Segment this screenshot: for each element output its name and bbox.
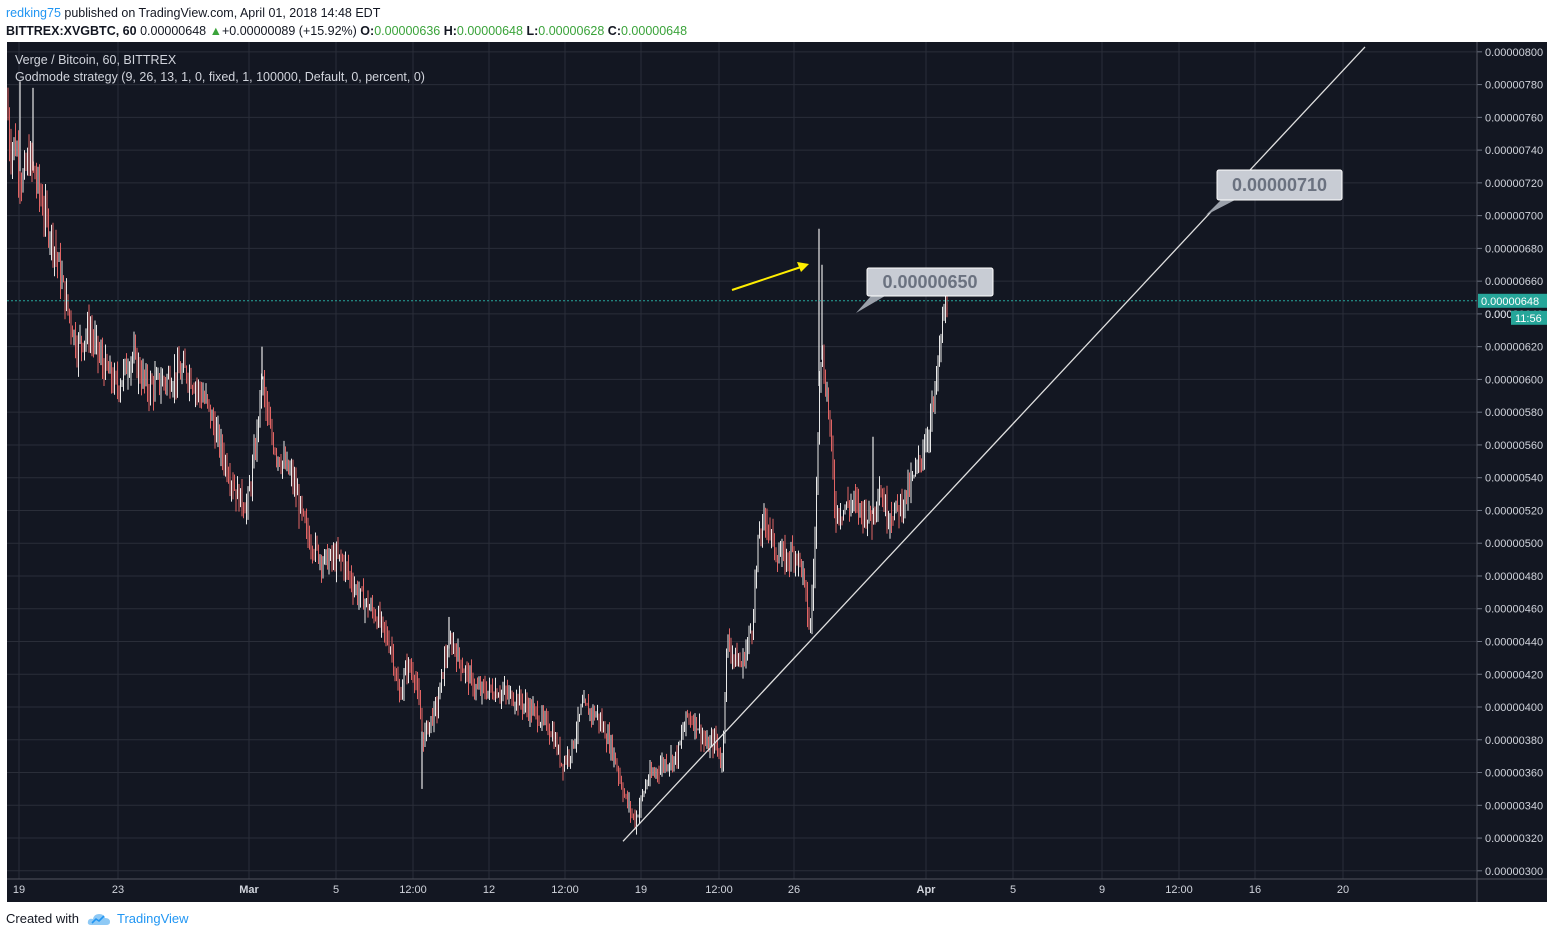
low-value: 0.00000628 bbox=[538, 24, 605, 38]
yellow-arrow-head bbox=[797, 262, 809, 272]
tradingview-link[interactable]: TradingView bbox=[116, 911, 189, 926]
y-tick-label: 0.00000580 bbox=[1485, 407, 1543, 419]
symbol-label: BITTREX:XVGBTC, 60 bbox=[6, 24, 137, 38]
current-price-badge bbox=[1478, 293, 1547, 308]
open-label: O: bbox=[360, 24, 375, 38]
callout-text: 0.00000650 bbox=[882, 272, 977, 292]
created-with-label: Created with bbox=[6, 911, 79, 926]
y-tick-label: 0.00000320 bbox=[1485, 833, 1543, 845]
close-label: C: bbox=[607, 24, 621, 38]
x-tick-label: Mar bbox=[239, 884, 259, 896]
y-tick-label: 0.00000300 bbox=[1485, 866, 1543, 878]
up-triangle-icon: ▲ bbox=[209, 24, 222, 38]
chart-area[interactable]: 0.00000800 0.00000780 0.00000760 0.00000740… bbox=[7, 42, 1547, 902]
y-tick-label: 0.00000660 bbox=[1485, 276, 1543, 288]
y-tick-label: 0.00000600 bbox=[1485, 374, 1543, 386]
x-tick-label: 12:00 bbox=[399, 884, 427, 896]
current-price-label: 0.00000648 bbox=[1481, 296, 1539, 308]
y-tick-label: 0.00000540 bbox=[1485, 473, 1543, 485]
price-callout[interactable] bbox=[1216, 169, 1343, 201]
y-tick-label: 0.00000500 bbox=[1485, 538, 1543, 550]
footer: Created with TradingView bbox=[6, 909, 189, 929]
price-callout[interactable] bbox=[866, 267, 994, 297]
y-tick-label: 0.00000480 bbox=[1485, 571, 1543, 583]
x-tick-label: 9 bbox=[1099, 884, 1105, 896]
y-tick-label: 0.00000440 bbox=[1485, 636, 1543, 648]
price-change: +0.00000089 (+15.92%) bbox=[221, 24, 357, 38]
y-tick-label: 0.00000380 bbox=[1485, 735, 1543, 747]
close-value: 0.00000648 bbox=[621, 24, 688, 38]
y-tick-label: 0.00000420 bbox=[1485, 669, 1543, 681]
x-tick-label: 5 bbox=[333, 884, 339, 896]
y-tick-label: 0.00000800 bbox=[1485, 47, 1543, 59]
tradingview-cloud-icon bbox=[87, 914, 110, 925]
partial-price-label: 0.0000 bbox=[1485, 309, 1519, 321]
callout-text: 0.00000710 bbox=[1232, 175, 1327, 195]
callout-pointer bbox=[1206, 200, 1235, 215]
x-tick-label: Apr bbox=[917, 884, 937, 896]
y-tick-label: 0.00000460 bbox=[1485, 604, 1543, 616]
x-tick-label: 19 bbox=[13, 884, 25, 896]
countdown-badge bbox=[1511, 310, 1547, 325]
publish-info: published on TradingView.com, April 01, … bbox=[64, 6, 381, 20]
y-tick-label: 0.00000400 bbox=[1485, 702, 1543, 714]
x-tick-label: 12:00 bbox=[1165, 884, 1193, 896]
x-tick-label: 26 bbox=[788, 884, 800, 896]
y-tick-label: 0.00000560 bbox=[1485, 440, 1543, 452]
y-tick-label: 0.00000700 bbox=[1485, 211, 1543, 223]
low-label: L: bbox=[526, 24, 539, 38]
y-tick-label: 0.00000760 bbox=[1485, 112, 1543, 124]
x-tick-label: 12 bbox=[483, 884, 495, 896]
y-tick-label: 0.00000780 bbox=[1485, 80, 1543, 92]
y-tick-label: 0.00000520 bbox=[1485, 505, 1543, 517]
candle-series bbox=[7, 81, 948, 835]
x-tick-label: 20 bbox=[1337, 884, 1349, 896]
last-price: 0.00000648 bbox=[140, 24, 207, 38]
callout-pointer bbox=[856, 296, 885, 313]
high-label: H: bbox=[443, 24, 457, 38]
y-tick-label: 0.00000360 bbox=[1485, 768, 1543, 780]
yellow-arrow-shaft bbox=[731, 265, 805, 291]
x-tick-label: 23 bbox=[112, 884, 124, 896]
x-tick-label: 12:00 bbox=[705, 884, 733, 896]
x-tick-label: 5 bbox=[1010, 884, 1016, 896]
ohlc-line: BITTREX:XVGBTC, 60 0.00000648 ▲+0.000000… bbox=[6, 22, 1546, 40]
price-chart[interactable]: 0.00000800 0.00000780 0.00000760 0.00000740… bbox=[7, 42, 1547, 902]
y-tick-label: 0.00000340 bbox=[1485, 800, 1543, 812]
y-tick-label: 0.00000680 bbox=[1485, 243, 1543, 255]
y-tick-label: 0.00000720 bbox=[1485, 178, 1543, 190]
countdown-label: 11:56 bbox=[1515, 313, 1542, 325]
author-link[interactable]: redking75 bbox=[6, 6, 61, 20]
open-value: 0.00000636 bbox=[374, 24, 441, 38]
y-tick-label: 0.00000620 bbox=[1485, 342, 1543, 354]
x-tick-label: 12:00 bbox=[551, 884, 579, 896]
high-value: 0.00000648 bbox=[456, 24, 523, 38]
x-tick-label: 16 bbox=[1249, 884, 1261, 896]
y-tick-label: 0.00000740 bbox=[1485, 145, 1543, 157]
x-tick-label: 19 bbox=[635, 884, 647, 896]
chart-header: redking75 published on TradingView.com, … bbox=[6, 4, 1546, 40]
publish-line: redking75 published on TradingView.com, … bbox=[6, 4, 1546, 22]
